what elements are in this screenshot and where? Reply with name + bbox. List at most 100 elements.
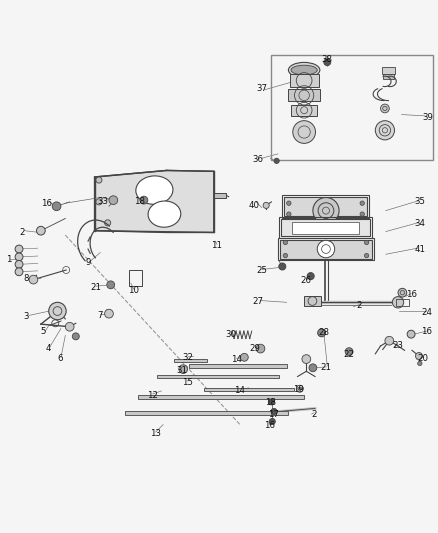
Bar [125,410,288,415]
Text: 5: 5 [41,327,46,336]
Text: 23: 23 [392,341,403,350]
Text: 22: 22 [343,350,355,359]
Text: 1: 1 [6,255,11,264]
Text: 13: 13 [150,429,161,438]
Text: 6: 6 [57,354,62,362]
Circle shape [263,203,269,208]
Bar [279,238,374,261]
Text: 10: 10 [128,286,139,295]
Bar [138,394,304,399]
Bar [204,388,294,391]
Bar [280,240,372,259]
Text: 21: 21 [321,364,332,372]
Text: 40: 40 [248,201,259,210]
Polygon shape [95,171,214,232]
Text: 2: 2 [311,409,317,418]
Circle shape [360,201,364,205]
Ellipse shape [136,176,173,204]
Bar [157,375,279,378]
Circle shape [140,196,148,204]
Ellipse shape [288,62,320,78]
Text: 37: 37 [256,84,267,93]
Text: 39: 39 [422,112,433,122]
Ellipse shape [148,201,181,227]
Circle shape [15,253,23,261]
Circle shape [407,330,415,338]
Circle shape [385,336,394,345]
Bar [304,296,321,306]
Circle shape [375,120,395,140]
Circle shape [15,245,23,253]
Text: 41: 41 [414,245,425,254]
Circle shape [268,399,275,405]
Bar [130,270,142,286]
Circle shape [287,201,291,205]
Text: 36: 36 [253,155,264,164]
Circle shape [105,309,113,318]
Text: 21: 21 [90,283,101,292]
Text: 16: 16 [41,199,52,208]
Bar [284,197,367,216]
Bar [174,359,207,362]
Text: 18: 18 [265,398,276,407]
Circle shape [317,240,335,258]
Text: 14: 14 [234,386,245,395]
Circle shape [293,120,315,143]
Text: 33: 33 [98,197,109,206]
Text: 9: 9 [85,257,91,266]
Text: 34: 34 [414,219,425,228]
Text: 20: 20 [418,354,429,362]
Text: 16: 16 [264,422,275,430]
Bar [290,75,318,87]
Bar [292,222,359,234]
Text: 32: 32 [182,353,193,362]
Bar [288,89,320,101]
Bar [281,220,370,236]
Text: 16: 16 [406,290,417,300]
Circle shape [269,418,276,425]
Text: 26: 26 [301,276,312,285]
Circle shape [29,275,38,284]
Text: 11: 11 [211,241,223,250]
Text: 12: 12 [147,391,158,400]
Text: 35: 35 [414,197,425,206]
Circle shape [279,263,286,270]
Circle shape [392,297,404,308]
Circle shape [309,364,317,372]
Circle shape [274,158,279,164]
Circle shape [109,196,118,205]
Bar [279,217,372,238]
Circle shape [324,59,331,66]
Text: 28: 28 [318,328,329,337]
Circle shape [52,202,61,211]
Bar [189,364,287,368]
Circle shape [105,220,111,226]
Circle shape [65,322,74,331]
Circle shape [313,198,339,224]
Circle shape [287,212,291,216]
Ellipse shape [291,65,317,75]
Text: 27: 27 [252,297,263,306]
Circle shape [345,348,353,356]
Circle shape [298,387,301,391]
Circle shape [364,253,369,258]
Text: 15: 15 [182,378,193,387]
Text: 24: 24 [421,308,432,317]
Text: 19: 19 [293,385,304,394]
Text: 29: 29 [249,344,260,353]
Circle shape [307,272,314,280]
Circle shape [360,212,364,216]
Text: 14: 14 [231,354,242,364]
Circle shape [318,329,325,337]
Circle shape [240,353,248,361]
Circle shape [36,227,45,235]
Text: 7: 7 [98,311,103,320]
Bar [383,74,394,79]
Text: 4: 4 [45,344,51,353]
Circle shape [179,365,187,374]
Bar [272,55,433,159]
Bar [291,104,317,116]
Text: 31: 31 [177,366,187,375]
Text: 16: 16 [421,327,432,336]
Bar [283,195,369,217]
